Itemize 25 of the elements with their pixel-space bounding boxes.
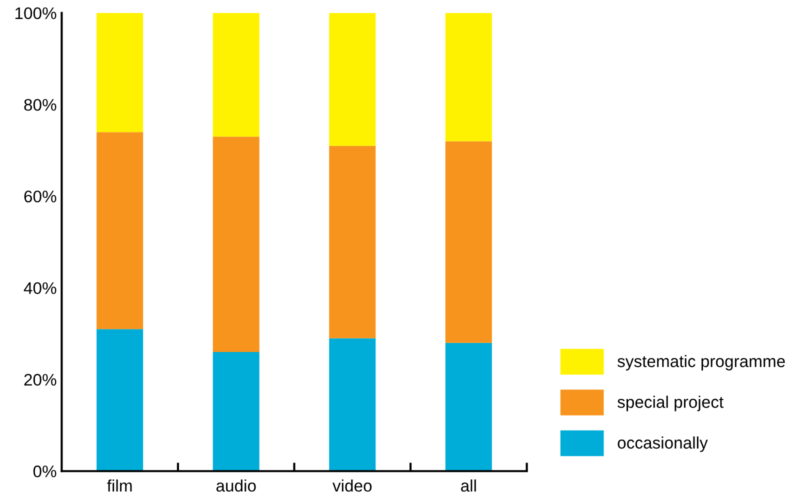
legend-label: occasionally [618,436,708,452]
bar [96,132,144,330]
y-tick-label: 100% [15,7,56,20]
bar [445,342,492,472]
bar [96,12,144,132]
x-tick-label: audio [216,479,256,492]
bar [212,352,260,472]
x-tick-label: film [107,479,132,492]
y-tick-label: 0% [33,466,56,478]
bar [96,329,144,472]
y-tick-label: 40% [24,282,56,294]
bar [212,136,260,352]
legend-label: systematic programme [618,354,785,370]
bar [212,12,260,137]
bar [445,12,492,142]
x-tick-label: video [332,479,372,492]
y-tick-label: 80% [24,98,56,111]
legend-label: special project [618,396,724,412]
x-tick-label: all [461,479,476,492]
bar [329,338,376,472]
bar [445,141,492,343]
bar [329,12,376,146]
y-tick-label: 20% [24,374,56,386]
y-tick-label: 60% [24,190,56,202]
bar [329,146,376,338]
